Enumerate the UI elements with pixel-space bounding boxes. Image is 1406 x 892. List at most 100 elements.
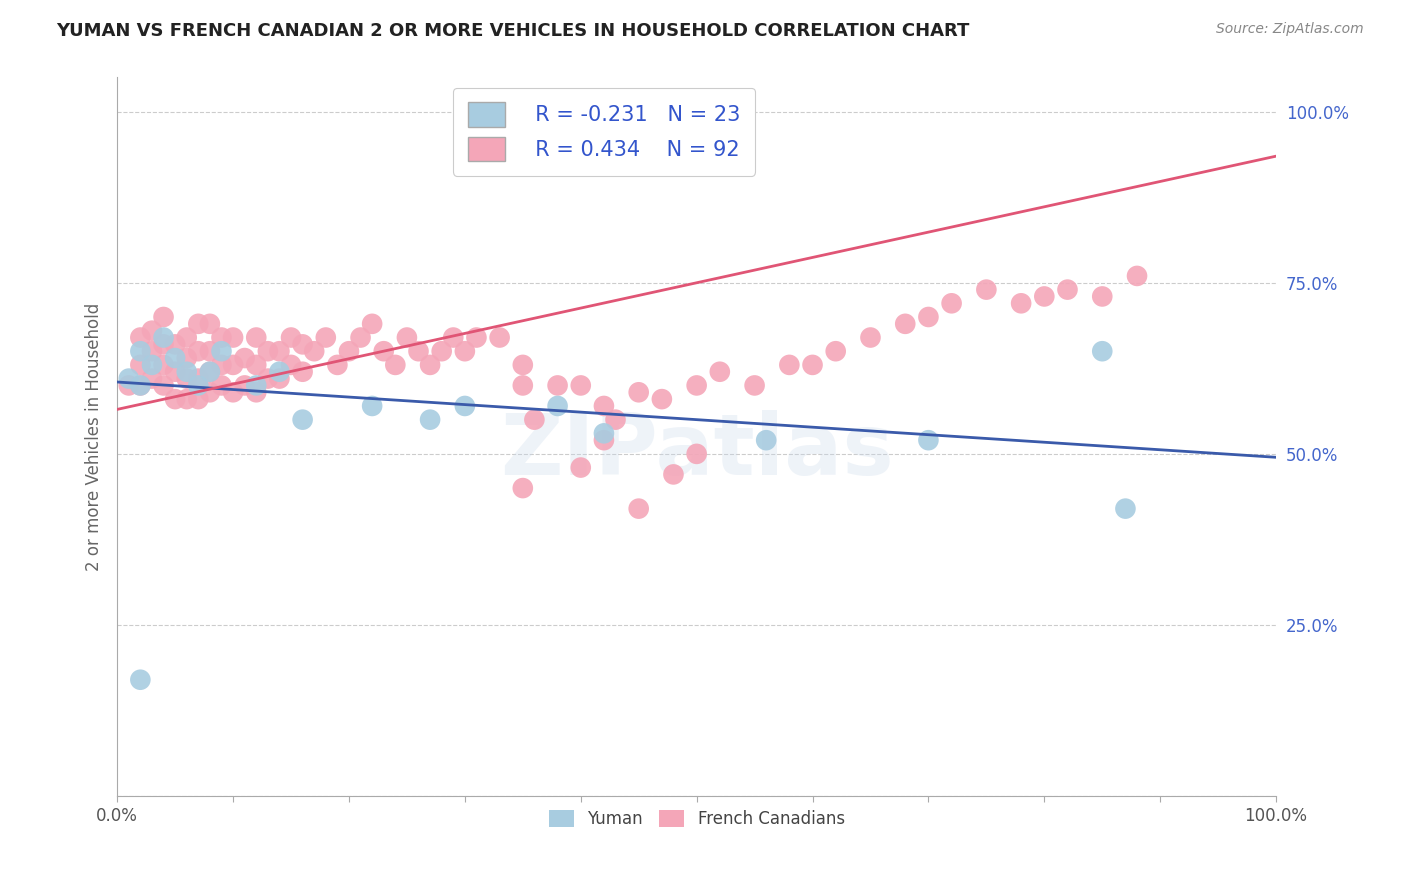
Point (129, 330, 152, 344)
Point (165, 351, 187, 365)
Point (755, 433, 778, 447)
Point (245, 330, 267, 344)
Point (512, 481, 534, 495)
Point (152, 358, 174, 372)
Point (547, 399, 569, 413)
Point (349, 330, 371, 344)
Point (176, 365, 198, 379)
Point (165, 337, 187, 351)
Point (291, 365, 314, 379)
Point (152, 337, 174, 351)
Point (245, 378, 267, 392)
Point (129, 673, 152, 687)
Point (395, 330, 418, 344)
Point (176, 351, 198, 365)
Point (454, 399, 477, 413)
Point (176, 392, 198, 406)
Point (778, 358, 800, 372)
Point (280, 358, 302, 372)
Point (593, 399, 616, 413)
Point (211, 344, 233, 359)
Point (315, 330, 337, 344)
Point (141, 344, 163, 359)
Point (269, 365, 291, 379)
Point (291, 337, 314, 351)
Point (165, 392, 187, 406)
Point (141, 358, 163, 372)
Point (257, 371, 280, 385)
Point (245, 385, 267, 400)
Point (222, 358, 245, 372)
Point (569, 460, 592, 475)
Point (129, 378, 152, 392)
Y-axis label: 2 or more Vehicles in Household: 2 or more Vehicles in Household (86, 302, 103, 571)
Point (233, 378, 256, 392)
Point (187, 344, 209, 359)
Point (662, 467, 685, 482)
Point (222, 330, 245, 344)
Point (176, 330, 198, 344)
Point (269, 344, 291, 359)
Point (245, 358, 267, 372)
Point (917, 310, 939, 324)
Point (569, 378, 592, 392)
Point (118, 378, 141, 392)
Point (1091, 344, 1114, 359)
Point (1114, 501, 1136, 516)
Point (373, 344, 395, 359)
Point (211, 358, 233, 372)
Point (176, 371, 198, 385)
Point (430, 344, 453, 359)
Point (512, 358, 534, 372)
Point (187, 392, 209, 406)
Point (685, 378, 707, 392)
Point (465, 330, 488, 344)
Point (1091, 289, 1114, 303)
Point (141, 324, 163, 338)
Point (361, 399, 384, 413)
Point (233, 351, 256, 365)
Point (627, 501, 650, 516)
Point (384, 358, 406, 372)
Point (512, 378, 534, 392)
Point (129, 378, 152, 392)
Point (337, 344, 360, 359)
Point (141, 371, 163, 385)
Point (627, 385, 650, 400)
Point (291, 412, 314, 426)
Point (824, 344, 846, 359)
Point (198, 344, 221, 359)
Point (222, 385, 245, 400)
Point (152, 310, 174, 324)
Point (361, 317, 384, 331)
Point (1126, 268, 1149, 283)
Point (523, 412, 546, 426)
Point (605, 412, 627, 426)
Point (894, 317, 917, 331)
Point (280, 330, 302, 344)
Point (129, 344, 152, 359)
Point (419, 358, 441, 372)
Point (187, 378, 209, 392)
Point (198, 317, 221, 331)
Point (198, 385, 221, 400)
Point (685, 447, 707, 461)
Point (744, 378, 766, 392)
Point (801, 358, 824, 372)
Point (257, 344, 280, 359)
Point (1033, 289, 1056, 303)
Point (118, 371, 141, 385)
Point (593, 433, 616, 447)
Point (941, 296, 963, 310)
Point (198, 365, 221, 379)
Point (187, 371, 209, 385)
Point (152, 378, 174, 392)
Point (211, 330, 233, 344)
Text: YUMAN VS FRENCH CANADIAN 2 OR MORE VEHICLES IN HOUSEHOLD CORRELATION CHART: YUMAN VS FRENCH CANADIAN 2 OR MORE VEHIC… (56, 22, 970, 40)
Legend: Yuman, French Canadians: Yuman, French Canadians (541, 803, 852, 835)
Point (976, 283, 998, 297)
Point (1056, 283, 1078, 297)
Point (709, 365, 731, 379)
Point (917, 433, 939, 447)
Point (326, 358, 349, 372)
